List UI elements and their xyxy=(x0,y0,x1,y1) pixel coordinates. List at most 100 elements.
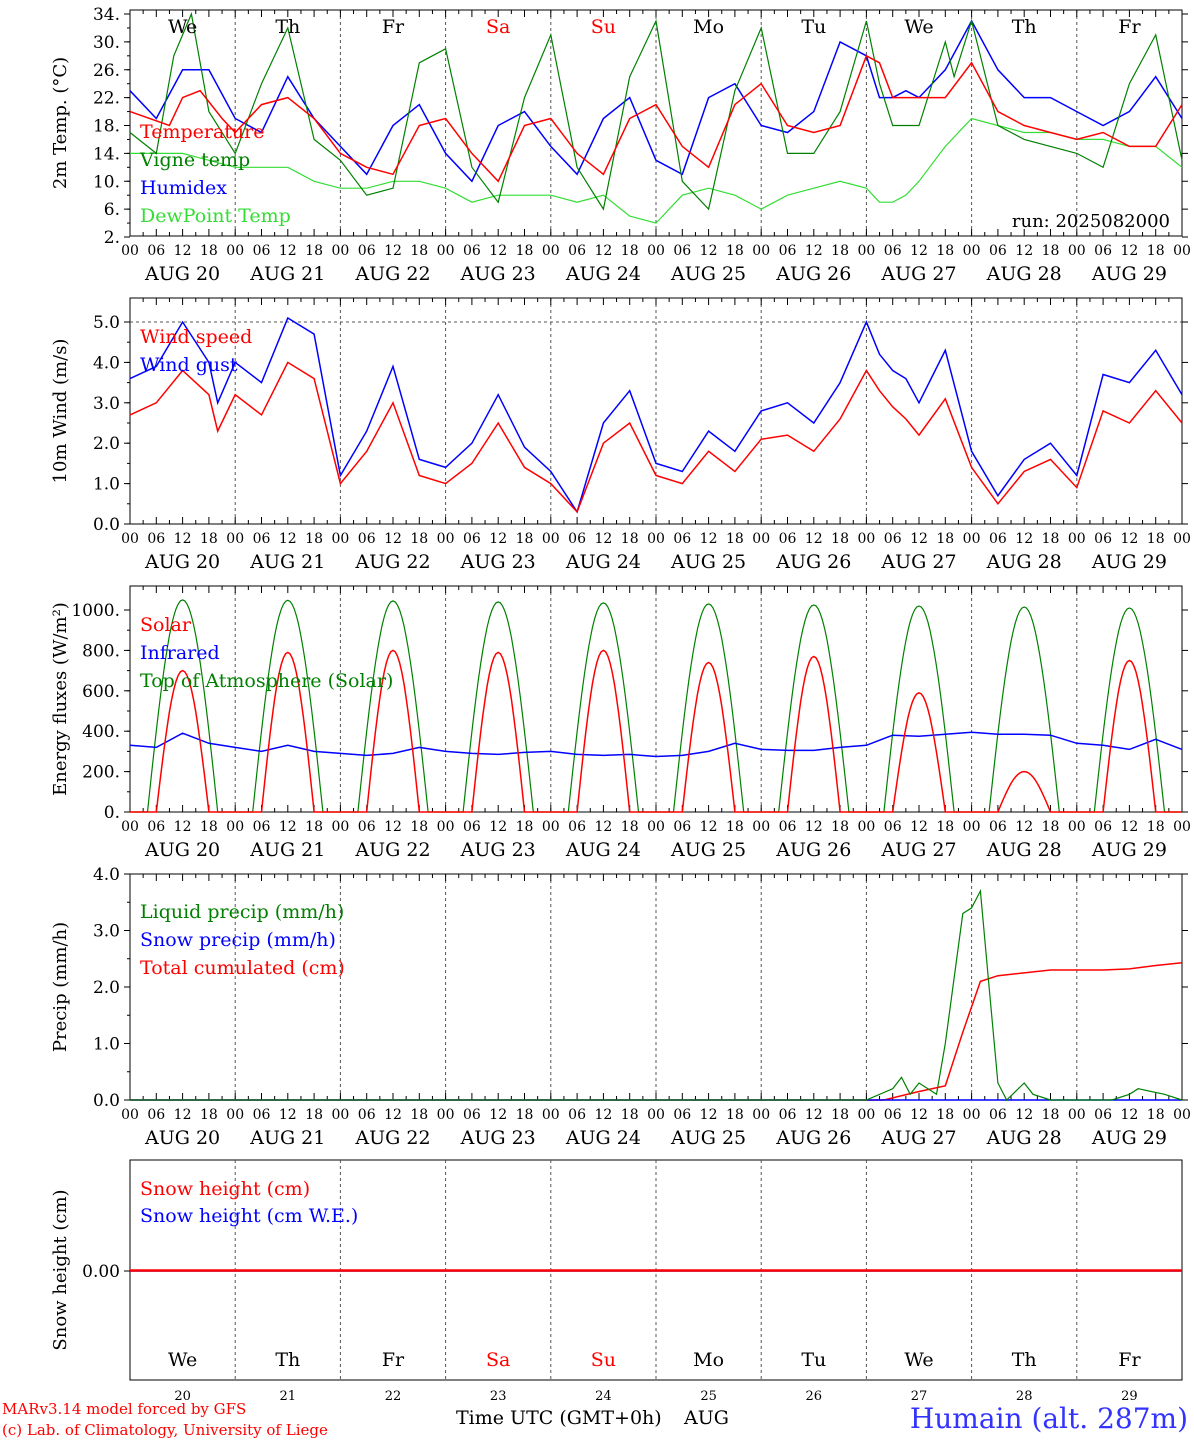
hour-label: 06 xyxy=(463,819,481,835)
hour-label: 18 xyxy=(621,243,639,259)
hour-label: 00 xyxy=(331,243,349,259)
hour-label: 06 xyxy=(253,531,271,547)
date-label: AUG 22 xyxy=(354,551,430,573)
day-number-label: 29 xyxy=(1121,1389,1138,1404)
hour-label: 06 xyxy=(673,531,691,547)
hour-label: 12 xyxy=(910,243,928,259)
hour-label: 12 xyxy=(594,243,612,259)
weekday-label: Tu xyxy=(801,16,826,38)
hour-label: 12 xyxy=(594,531,612,547)
hour-label: 06 xyxy=(989,243,1007,259)
hour-label: 12 xyxy=(805,819,823,835)
hour-label: 00 xyxy=(1068,1107,1086,1123)
hour-label: 12 xyxy=(700,1107,718,1123)
date-label: AUG 24 xyxy=(565,551,641,573)
weekday-label: Fr xyxy=(382,1349,405,1371)
hour-label: 12 xyxy=(489,243,507,259)
y-tick-label: 5.0 xyxy=(93,313,120,333)
hour-label: 18 xyxy=(200,1107,218,1123)
hour-label: 18 xyxy=(936,243,954,259)
date-label: AUG 21 xyxy=(249,263,325,285)
day-number-label: 25 xyxy=(700,1389,717,1404)
date-label: AUG 22 xyxy=(354,263,430,285)
legend-entry: Temperature xyxy=(140,121,264,143)
y-tick-label: 3.0 xyxy=(93,394,120,414)
hour-label: 12 xyxy=(805,531,823,547)
hour-label: 00 xyxy=(1068,243,1086,259)
hour-label: 12 xyxy=(1120,819,1138,835)
weekday-label: Fr xyxy=(382,16,405,38)
hour-label: 06 xyxy=(358,1107,376,1123)
hour-label: 12 xyxy=(700,819,718,835)
date-label: AUG 26 xyxy=(775,1127,851,1149)
hour-label: 06 xyxy=(1094,531,1112,547)
hour-label: 00 xyxy=(437,1107,455,1123)
hour-label: 00 xyxy=(226,1107,244,1123)
hour-label: 12 xyxy=(1015,1107,1033,1123)
y-tick-label: 2.0 xyxy=(93,978,120,998)
series-line-vigne-temp xyxy=(129,11,1183,211)
weekday-label: Fr xyxy=(1118,1349,1141,1371)
hour-label: 12 xyxy=(384,1107,402,1123)
hour-label: 18 xyxy=(1042,819,1060,835)
x-axis-title: Time UTC (GMT+0h) xyxy=(456,1407,662,1429)
weekday-label: Th xyxy=(275,16,300,38)
date-label: AUG 29 xyxy=(1091,551,1167,573)
hour-label: 12 xyxy=(805,1107,823,1123)
hour-label: 00 xyxy=(963,243,981,259)
y-tick-label: 10. xyxy=(93,172,120,192)
hour-label: 00 xyxy=(437,531,455,547)
hour-label: 18 xyxy=(621,1107,639,1123)
hour-label: 00 xyxy=(542,819,560,835)
weekday-label: Th xyxy=(275,1349,300,1371)
x-axis-month: AUG xyxy=(683,1407,729,1429)
date-label: AUG 27 xyxy=(880,839,956,861)
hour-label: 00 xyxy=(752,819,770,835)
hour-label: 06 xyxy=(1094,819,1112,835)
hour-label: 00 xyxy=(121,1107,139,1123)
series-line-total-cumulated-cm- xyxy=(130,961,1183,1101)
hour-label: 06 xyxy=(147,243,165,259)
hour-label: 12 xyxy=(174,531,192,547)
date-label: AUG 22 xyxy=(354,1127,430,1149)
hour-label: 18 xyxy=(831,819,849,835)
hour-label: 06 xyxy=(463,243,481,259)
hour-label: 12 xyxy=(279,1107,297,1123)
hour-label: 06 xyxy=(253,1107,271,1123)
hour-label: 06 xyxy=(884,243,902,259)
date-label: AUG 29 xyxy=(1091,1127,1167,1149)
hour-label: 06 xyxy=(989,819,1007,835)
date-label: AUG 24 xyxy=(565,839,641,861)
day-number-label: 20 xyxy=(174,1389,191,1404)
hour-label: 00 xyxy=(752,243,770,259)
hour-label: 12 xyxy=(489,819,507,835)
y-tick-label: 34. xyxy=(93,5,120,25)
weekday-label: Th xyxy=(1012,1349,1037,1371)
hour-label: 06 xyxy=(568,243,586,259)
hour-label: 18 xyxy=(1042,1107,1060,1123)
weekday-label: Sa xyxy=(486,1349,510,1371)
hour-label: 12 xyxy=(910,1107,928,1123)
legend-entry: Snow height (cm W.E.) xyxy=(140,1205,358,1227)
weekday-label: Su xyxy=(591,16,616,38)
y-tick-label: 26. xyxy=(93,61,120,81)
hour-label: 00 xyxy=(331,531,349,547)
y-tick-label: 4.0 xyxy=(93,353,120,373)
day-number-label: 21 xyxy=(280,1389,297,1404)
hour-label: 00 xyxy=(647,243,665,259)
hour-label: 12 xyxy=(1015,819,1033,835)
hour-label: 18 xyxy=(410,819,428,835)
hour-label: 06 xyxy=(779,243,797,259)
date-label: AUG 25 xyxy=(670,263,746,285)
hour-label: 00 xyxy=(1173,819,1191,835)
hour-label: 18 xyxy=(936,531,954,547)
date-label: AUG 29 xyxy=(1091,839,1167,861)
day-number-label: 22 xyxy=(385,1389,402,1404)
hour-label: 00 xyxy=(226,819,244,835)
hour-label: 18 xyxy=(621,819,639,835)
hour-label: 12 xyxy=(910,819,928,835)
hour-label: 12 xyxy=(279,531,297,547)
hour-label: 12 xyxy=(279,243,297,259)
weekday-label: We xyxy=(168,16,197,38)
hour-label: 12 xyxy=(279,819,297,835)
